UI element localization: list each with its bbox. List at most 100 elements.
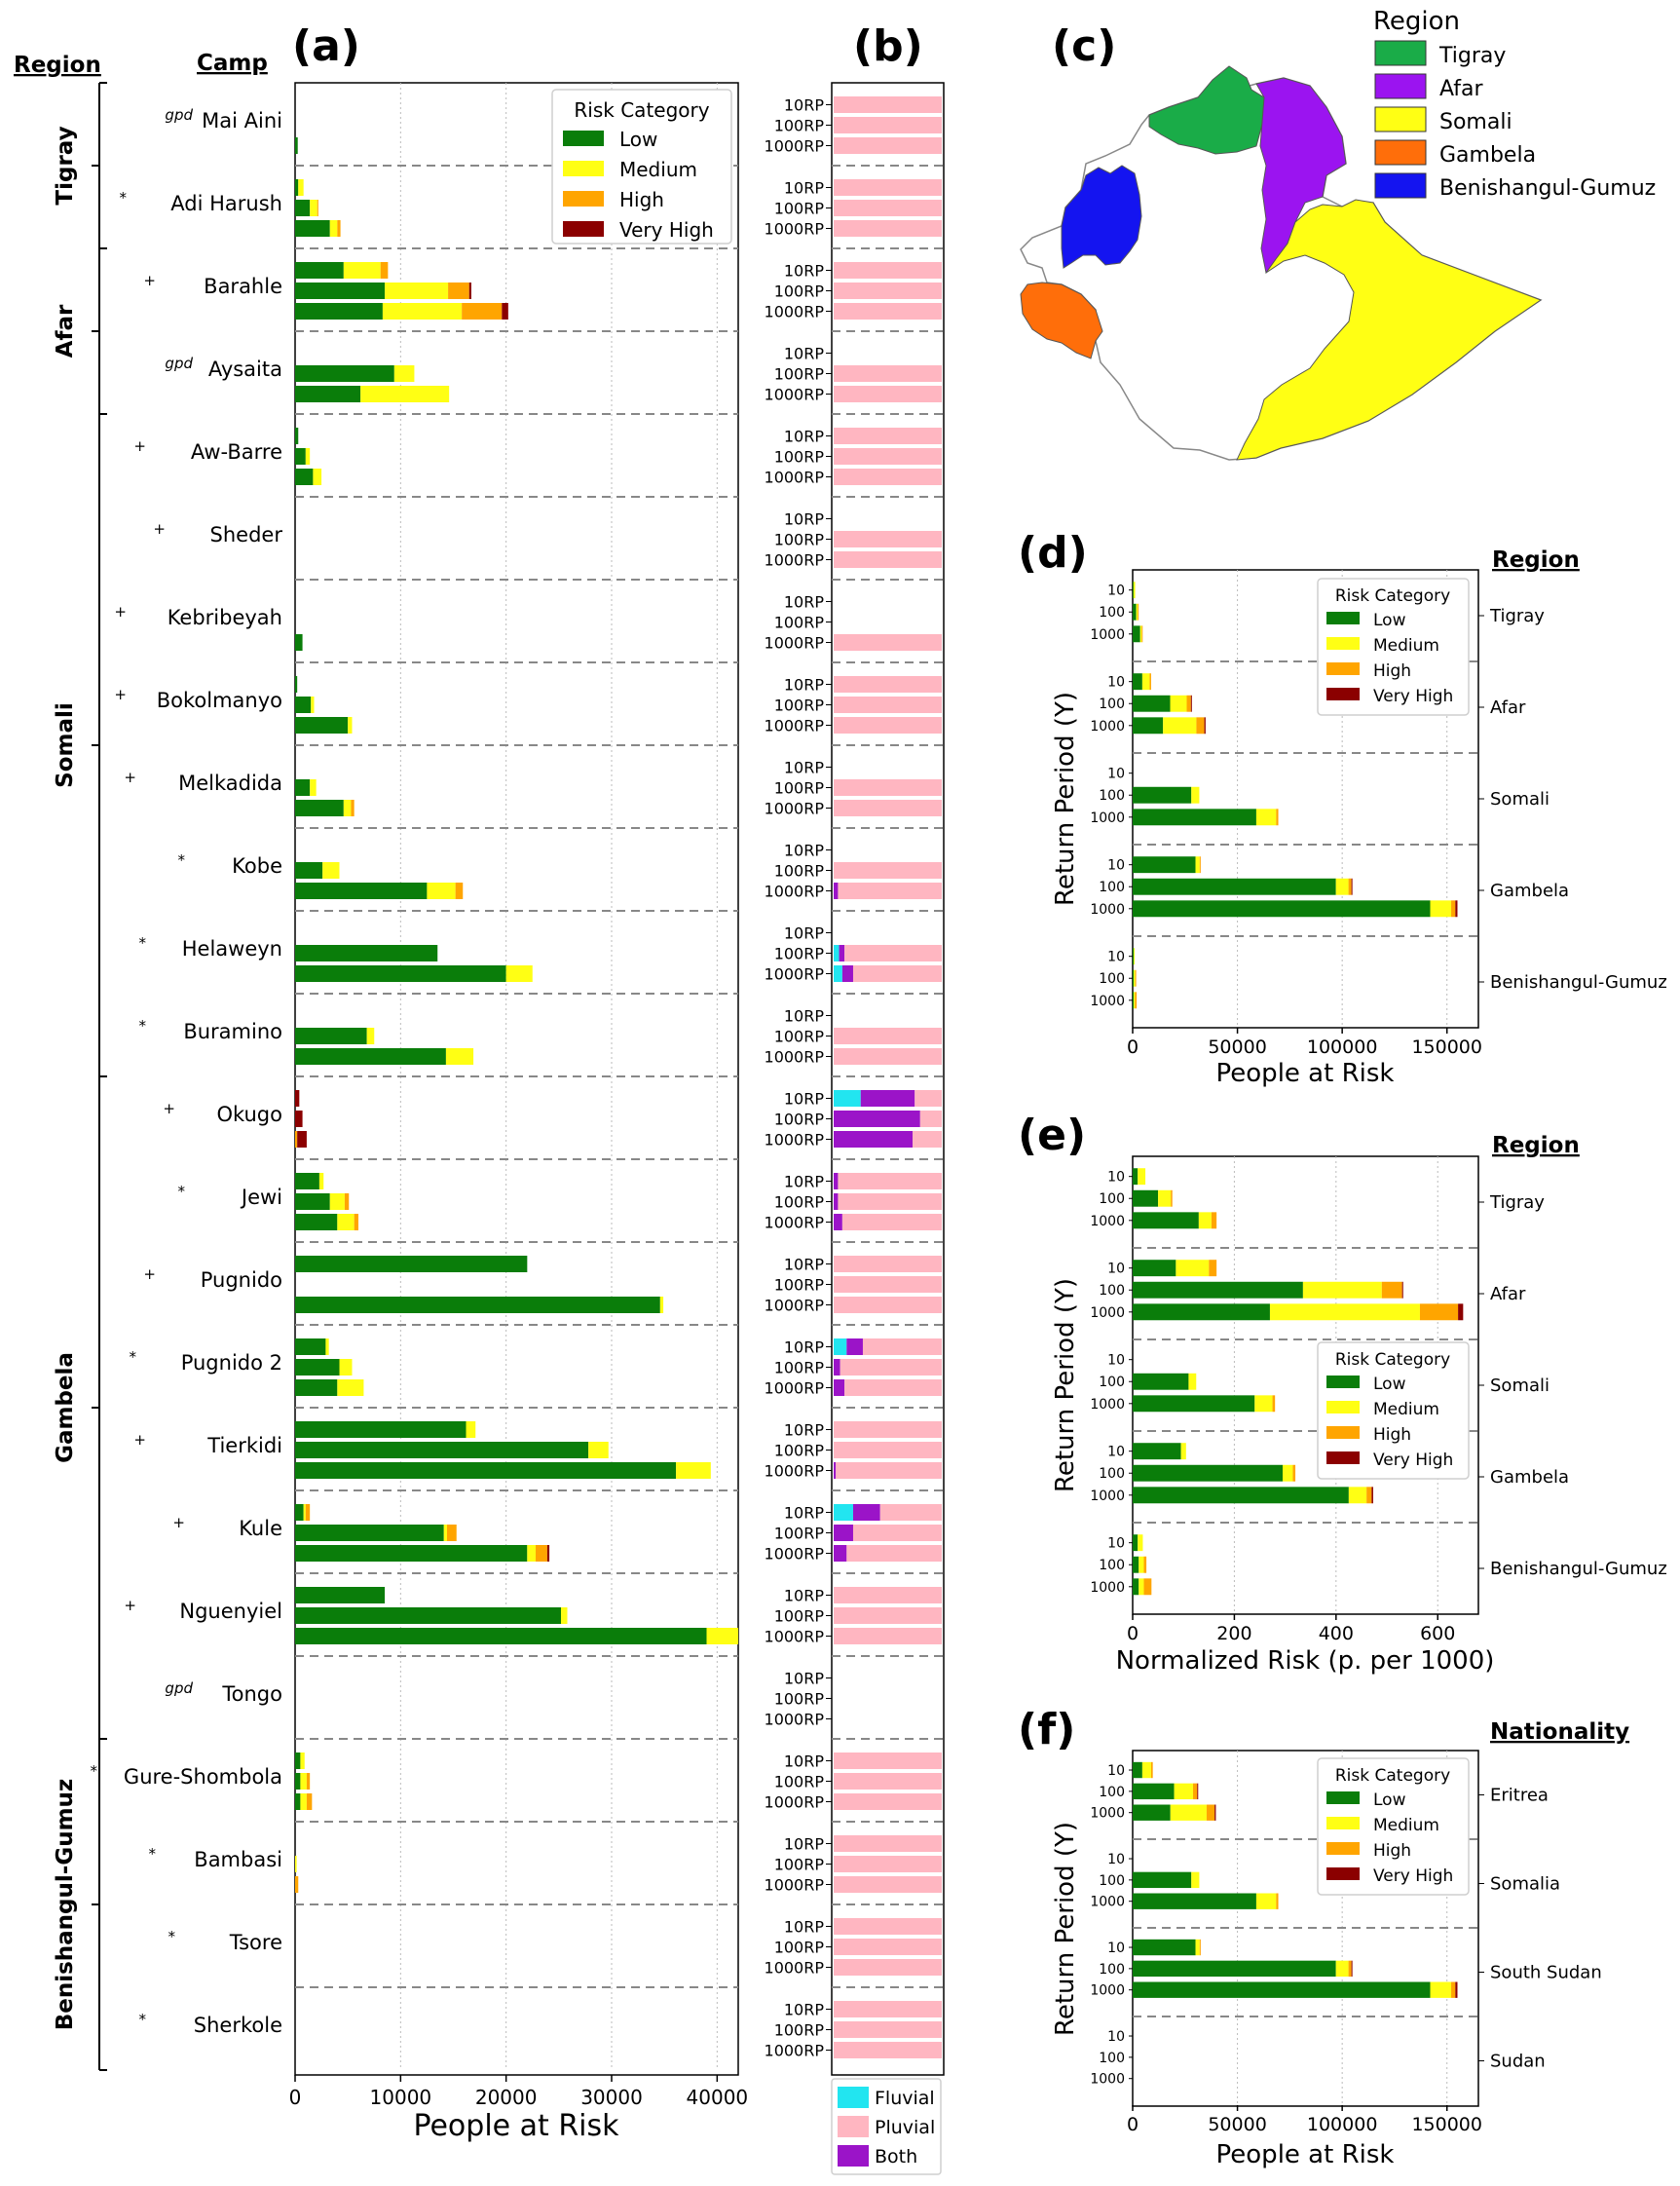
rp-tick-label: 100: [1099, 1283, 1125, 1299]
bar-somalia-rp1-low: [1133, 1871, 1192, 1889]
panel-d-ylabel: Return Period (Y): [1051, 692, 1080, 906]
rp-tick-label: 100RP: [774, 1939, 825, 1957]
bar-somalia-rp2-medium: [1255, 1893, 1277, 1909]
x-tick-label: 600: [1420, 1623, 1455, 1644]
rp-tick-label: 10RP: [784, 924, 824, 943]
bar-tigray-rp2-medium: [1198, 1212, 1212, 1229]
bar-gure-shombola-rp0-low: [295, 1753, 301, 1769]
camp-mark-pugnido: +: [143, 1265, 156, 1283]
panel-e-chart: 1010010001010010001010010001010010001010…: [1051, 1133, 1667, 1676]
bar-tigray-rp1-high: [1138, 603, 1139, 621]
rp-tick-label: 10RP: [784, 2001, 824, 2019]
panel-label-e: (e): [1018, 1111, 1086, 1160]
hazard-bar-kobe-rp1-pluvial: [834, 862, 942, 879]
bar-nguenyiel-rp0-low: [295, 1587, 386, 1603]
bar-gure-shombola-rp1-high: [306, 1773, 311, 1790]
hazard-bar-pugnido-2-rp2-both: [834, 1379, 845, 1396]
rp-tick-label: 100RP: [774, 448, 825, 467]
camp-mark-tsore: *: [168, 1928, 176, 1945]
bar-adi-harush-rp2-high: [337, 220, 341, 237]
bar-barahle-rp0-high: [380, 262, 389, 279]
camp-label-tierkidi: Tierkidi: [206, 1434, 282, 1457]
bar-okugo-rp2-high: [295, 1131, 298, 1148]
map-legend-swatch-somali: [1374, 106, 1427, 132]
group-label-benishangul-gumuz: Benishangul-Gumuz: [1490, 1559, 1667, 1579]
rp-tick-label: 100RP: [774, 1856, 825, 1874]
bar-eritrea-rp1-very-high: [1197, 1783, 1199, 1800]
bar-afar-rp2-high: [1196, 717, 1205, 735]
bar-kobe-rp1-medium: [322, 862, 340, 879]
bar-afar-rp0-low: [1133, 673, 1142, 691]
group-label-somali: Somali: [1490, 789, 1549, 810]
map-legend-title: Region: [1373, 7, 1460, 36]
bar-kobe-rp2-low: [295, 883, 428, 899]
rp-tick-label: 10RP: [784, 1918, 824, 1937]
camp-label-kobe: Kobe: [232, 854, 282, 878]
bar-bokolmanyo-rp1-low: [295, 697, 312, 713]
rp-tick-label: 100RP: [774, 1690, 825, 1709]
camp-label-gure-shombola: Gure-Shombola: [124, 1765, 282, 1789]
rp-tick-label: 1000: [1090, 1489, 1125, 1504]
panel-f-group-title: Nationality: [1490, 1719, 1629, 1745]
bar-pugnido-2-rp0-medium: [325, 1338, 329, 1355]
camp-mark-aw-barre: +: [133, 437, 146, 455]
rp-tick-label: 100: [1099, 1873, 1125, 1889]
hazard-bar-pugnido-rp2-pluvial: [834, 1297, 942, 1313]
bar-kule-rp2-high: [536, 1545, 547, 1562]
panel-e-legend-title: Risk Category: [1335, 1350, 1450, 1370]
rp-tick-label: 10RP: [784, 428, 824, 446]
bar-kule-rp2-very-high: [546, 1545, 550, 1562]
camp-mark-kule: +: [172, 1514, 185, 1531]
bar-aysaita-rp1-medium: [393, 365, 415, 382]
hazard-bar-gure-shombola-rp0-pluvial: [834, 1753, 942, 1769]
bar-afar-rp2-medium: [1269, 1303, 1420, 1321]
panel-d-group-title: Region: [1492, 547, 1580, 573]
bar-kobe-rp1-low: [295, 862, 323, 879]
bar-barahle-rp2-very-high: [502, 303, 508, 320]
rp-tick-label: 1000RP: [765, 1462, 825, 1481]
bar-south-sudan-rp1-medium: [1335, 1960, 1349, 1978]
hazard-bar-sheder-rp2-pluvial: [834, 551, 942, 568]
bar-eritrea-rp2-very-high: [1214, 1804, 1216, 1821]
hazard-bar-nguenyiel-rp0-pluvial: [834, 1587, 942, 1603]
bar-tigray-rp0-low: [1133, 582, 1134, 599]
panel-a-separators: [295, 165, 738, 1988]
panel-d-x-ticks: 0 50000 100000 150000: [1127, 1028, 1482, 1058]
rp-tick-label: 1000RP: [765, 137, 825, 156]
panel-label-a: (a): [292, 21, 360, 71]
panel-e-group-title: Region: [1492, 1133, 1580, 1158]
camp-label-barahle: Barahle: [204, 275, 282, 298]
bar-gure-shombola-rp0-medium: [300, 1753, 305, 1769]
group-label-eritrea: Eritrea: [1490, 1786, 1549, 1806]
hazard-bar-pugnido-2-rp2-pluvial: [844, 1379, 942, 1396]
rp-tick-label: 100RP: [774, 117, 825, 135]
rp-tick-label: 1000RP: [765, 1048, 825, 1067]
hazard-bar-helaweyn-rp2-pluvial: [852, 965, 942, 982]
region-label-tigray: Tigray: [53, 126, 78, 205]
x-tick-label: 150000: [1411, 1036, 1482, 1058]
camp-mark-aysaita: gpd: [165, 355, 193, 372]
panel-f-group-labels: Eritrea Somalia South Sudan Sudan: [1478, 1786, 1602, 2072]
panel-b-bars: [834, 96, 942, 2058]
hazard-bar-jewi-rp1-pluvial: [838, 1193, 942, 1210]
hazard-bar-tierkidi-rp1-pluvial: [834, 1442, 942, 1458]
camp-mark-buramino: *: [139, 1017, 147, 1035]
rp-tick-label: 100: [1099, 605, 1125, 621]
bar-barahle-rp1-high: [448, 283, 469, 299]
region-label-benishangul-gumuz: Benishangul-Gumuz: [53, 1779, 78, 2031]
bar-south-sudan-rp0-high: [1199, 1939, 1201, 1956]
bar-adi-harush-rp1-medium: [310, 200, 317, 216]
rp-tick-label: 10: [1107, 1353, 1125, 1369]
group-label-tigray: Tigray: [1489, 606, 1545, 626]
camp-mark-adi-harush: *: [120, 189, 128, 207]
legend-label-pluvial: Pluvial: [875, 2117, 935, 2138]
hazard-bar-adi-harush-rp0-pluvial: [834, 179, 942, 196]
bar-somali-rp2-low: [1133, 1395, 1255, 1413]
panel-e-legend-swatch-medium: [1326, 1401, 1360, 1413]
bar-kule-rp0-low: [295, 1504, 304, 1521]
hazard-bar-tsore-rp1-pluvial: [834, 1939, 942, 1955]
bar-somali-rp2-medium: [1254, 1395, 1273, 1413]
panel-d-legend-swatch-high: [1326, 662, 1360, 675]
legend-label-both: Both: [875, 2146, 917, 2167]
x-tick-label: 50000: [1208, 2114, 1266, 2135]
